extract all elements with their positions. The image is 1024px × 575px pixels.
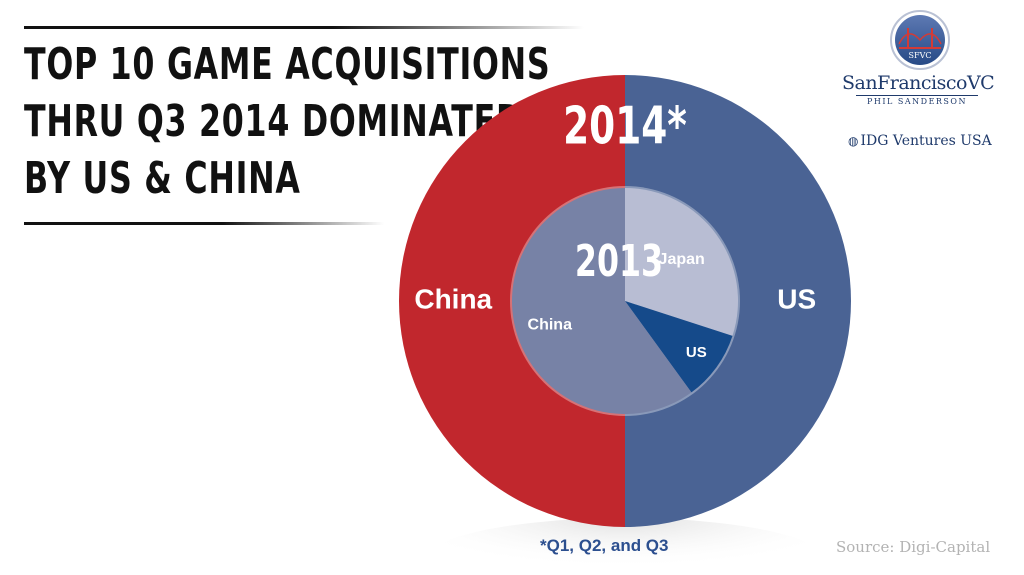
label-inner-china: China xyxy=(528,317,573,334)
chart-labels: US China Japan US China 2014* 2013 xyxy=(414,95,816,361)
sfvc-seal-logo: SFVC xyxy=(890,10,950,70)
slice-inner-china xyxy=(512,188,692,414)
sfvc-subtitle: PHIL SANDERSON xyxy=(856,95,978,106)
idg-logo: ◍ IDG Ventures USA xyxy=(848,133,992,149)
idg-name: IDG Ventures USA xyxy=(860,133,992,149)
slice-inner-japan xyxy=(625,188,738,336)
slice-outer-us xyxy=(625,75,851,527)
inner-pie-2013 xyxy=(510,186,740,416)
label-outer-us: US xyxy=(777,283,816,314)
sfvc-brand: SanFranciscoVC PHIL SANDERSON xyxy=(842,72,995,106)
outer-title-2014: 2014* xyxy=(563,95,687,156)
sfvc-name: SanFranciscoVC xyxy=(842,72,995,94)
label-outer-china: China xyxy=(414,283,492,314)
title-rule-bottom xyxy=(24,222,384,225)
globe-icon: ◍ xyxy=(848,134,859,148)
source-note: Source: Digi-Capital xyxy=(836,538,991,556)
chart-reflection xyxy=(425,518,825,575)
label-inner-japan: Japan xyxy=(659,251,705,268)
title-rule-top xyxy=(24,26,584,29)
label-inner-us: US xyxy=(686,344,707,361)
inner-title-2013: 2013 xyxy=(575,236,663,288)
slice-inner-us xyxy=(625,301,733,393)
sfvc-seal-text: SFVC xyxy=(909,51,932,60)
footnote: *Q1, Q2, and Q3 xyxy=(540,536,669,555)
title-line-3: BY US & CHINA xyxy=(24,153,301,204)
